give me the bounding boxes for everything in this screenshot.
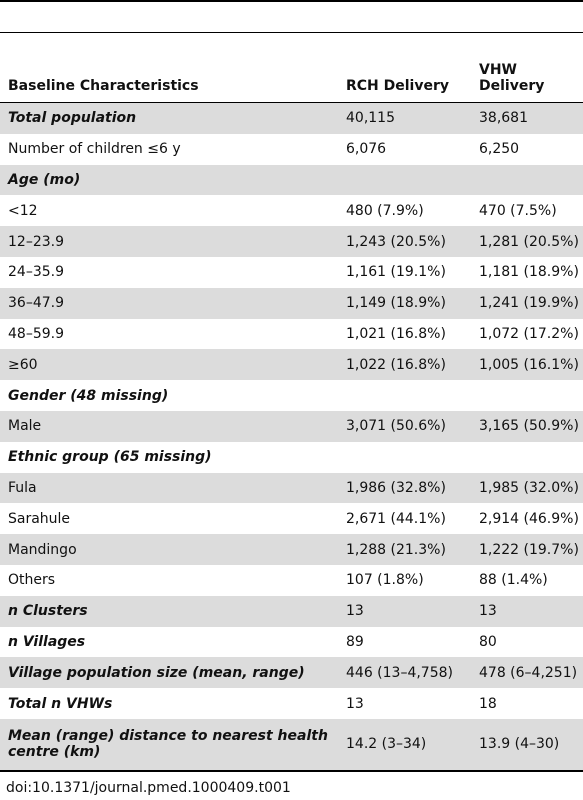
table-row: <12 480 (7.9%) 470 (7.5%) xyxy=(0,195,583,226)
table: Baseline Characteristics RCH Delivery VH… xyxy=(0,33,583,772)
table-cell: Mandingo xyxy=(0,534,338,565)
top-rule xyxy=(0,0,583,33)
table-cell: 2,914 (46.9%) xyxy=(479,510,579,527)
table-row: Others 107 (1.8%) 88 (1.4%) xyxy=(0,565,583,596)
table-cell: 1,021 (16.8%) xyxy=(346,325,446,342)
table-cell: n Clusters xyxy=(0,595,338,627)
table-cell: Total population xyxy=(0,102,338,134)
table-cell: 107 (1.8%) xyxy=(346,572,424,589)
table-cell: 40,115 xyxy=(338,102,471,134)
table-row: Fula 1,986 (32.8%) 1,985 (32.0%) xyxy=(0,472,583,504)
table-cell: 1,072 (17.2%) xyxy=(479,325,579,342)
table-cell: 80 xyxy=(479,633,497,650)
table-cell: Mean (range) distance to nearest health … xyxy=(0,718,338,772)
table-row: Total population 40,115 38,681 xyxy=(0,102,583,134)
table-row: Sarahule 2,671 (44.1%) 2,914 (46.9%) xyxy=(0,503,583,534)
table-row: Age (mo) xyxy=(0,164,583,196)
table-cell: 18 xyxy=(479,695,497,712)
table-row: Total n VHWs 13 18 xyxy=(0,688,583,719)
table-cell xyxy=(338,164,471,196)
table-cell: 88 (1.4%) xyxy=(479,572,548,589)
table-cell: 1,005 (16.1%) xyxy=(471,349,583,381)
table-cell: 446 (13–4,758) xyxy=(338,657,471,689)
doi: doi:10.1371/journal.pmed.1000409.t001 xyxy=(6,780,291,796)
table-cell xyxy=(471,164,583,196)
table-cell: 478 (6–4,251) xyxy=(471,657,583,689)
table-cell: 13 xyxy=(338,595,471,627)
table-cell: 1,985 (32.0%) xyxy=(471,472,583,504)
table-cell: 1,241 (19.9%) xyxy=(471,287,583,319)
header-cell: Baseline Characteristics xyxy=(0,33,338,103)
table-cell: Village population size (mean, range) xyxy=(0,657,338,689)
table-row: Ethnic group (65 missing) xyxy=(0,442,583,473)
table-cell: 1,149 (18.9%) xyxy=(338,287,471,319)
table-cell: n Villages xyxy=(8,633,86,650)
table-body: Total population 40,115 38,681 Number of ch… xyxy=(0,102,583,772)
table-cell: 1,161 (19.1%) xyxy=(346,264,446,281)
table-cell: 13 xyxy=(471,595,583,627)
table-cell: 470 (7.5%) xyxy=(479,202,557,219)
header-cell: VHW Delivery xyxy=(471,33,583,103)
table-row: 48–59.9 1,021 (16.8%) 1,072 (17.2%) xyxy=(0,319,583,350)
table-cell: 6,250 xyxy=(479,141,520,158)
table-cell: 480 (7.9%) xyxy=(346,202,424,219)
table-cell: Number of children ≤6 y xyxy=(8,141,181,158)
table-cell: 3,165 (50.9%) xyxy=(471,410,583,442)
table-cell: 2,671 (44.1%) xyxy=(346,510,446,527)
table-cell: 1,243 (20.5%) xyxy=(338,226,471,257)
table-cell: 3,071 (50.6%) xyxy=(338,410,471,442)
table-cell: Total n VHWs xyxy=(8,695,113,712)
table-cell xyxy=(471,442,583,473)
table-cell: 6,076 xyxy=(346,141,387,158)
table-row: ≥60 1,022 (16.8%) 1,005 (16.1%) xyxy=(0,349,583,381)
table-row: Mandingo 1,288 (21.3%) 1,222 (19.7%) xyxy=(0,534,583,565)
table-row: 24–35.9 1,161 (19.1%) 1,181 (18.9%) xyxy=(0,257,583,288)
table-cell: 1,222 (19.7%) xyxy=(471,534,583,565)
table-row: n Villages 89 80 xyxy=(0,627,583,658)
table-cell: 1,986 (32.8%) xyxy=(338,472,471,504)
table-cell xyxy=(338,380,471,411)
table-cell: 12–23.9 xyxy=(0,226,338,257)
table-cell: <12 xyxy=(8,202,38,219)
table-cell: Others xyxy=(8,572,56,589)
table-cell xyxy=(471,380,583,411)
table-cell: 1,281 (20.5%) xyxy=(471,226,583,257)
table-cell: ≥60 xyxy=(0,349,338,381)
table-cell: Male xyxy=(0,410,338,442)
table-row: Gender (48 missing) xyxy=(0,380,583,411)
table-cell: Fula xyxy=(0,472,338,504)
table-cell: 13.9 (4–30) xyxy=(471,718,583,772)
table-row: 12–23.9 1,243 (20.5%) 1,281 (20.5%) xyxy=(0,226,583,257)
table-cell: Ethnic group (65 missing) xyxy=(8,449,212,466)
table-row: Village population size (mean, range) 446… xyxy=(0,657,583,689)
table-row: Male 3,071 (50.6%) 3,165 (50.9%) xyxy=(0,410,583,442)
table-cell: Gender (48 missing) xyxy=(8,387,169,404)
header-cell: RCH Delivery xyxy=(338,33,471,103)
table-cell: 38,681 xyxy=(471,102,583,134)
table-row: n Clusters 13 13 xyxy=(0,595,583,627)
table-row: Number of children ≤6 y 6,076 6,250 xyxy=(0,134,583,165)
table-cell: 1,288 (21.3%) xyxy=(338,534,471,565)
table-cell: 14.2 (3–34) xyxy=(338,718,471,772)
table-cell: 89 xyxy=(346,633,364,650)
table-cell: Age (mo) xyxy=(0,164,338,196)
table-cell: Sarahule xyxy=(8,510,71,527)
table-cell: 13 xyxy=(346,695,364,712)
table-cell: 1,022 (16.8%) xyxy=(338,349,471,381)
table-cell: 36–47.9 xyxy=(0,287,338,319)
table-cell xyxy=(338,442,471,473)
table-cell: 48–59.9 xyxy=(8,325,64,342)
table-row: 36–47.9 1,149 (18.9%) 1,241 (19.9%) xyxy=(0,287,583,319)
table-cell: 1,181 (18.9%) xyxy=(479,264,579,281)
table-row: Mean (range) distance to nearest health … xyxy=(0,718,583,772)
table-cell: 24–35.9 xyxy=(8,264,64,281)
header-row: Baseline Characteristics RCH Delivery VH… xyxy=(0,33,583,103)
